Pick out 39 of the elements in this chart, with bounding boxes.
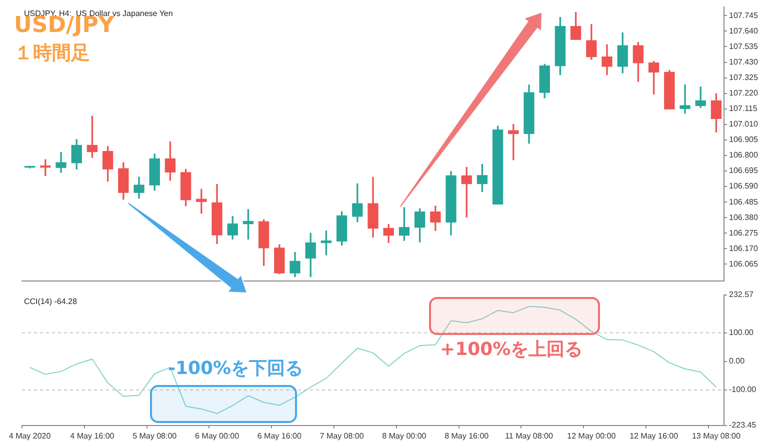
x-tick-label: 6 May 16:00: [257, 431, 302, 440]
y-tick-label: 0.00: [729, 356, 746, 366]
x-tick-label: 11 May 08:00: [505, 431, 554, 440]
chart-title: CCI(14) -64.28: [24, 297, 78, 306]
candlestick: [680, 84, 690, 114]
y-tick-label: 107.640: [729, 26, 758, 36]
y-tick-label: 107.220: [729, 88, 758, 98]
y-tick-label: 107.010: [729, 120, 758, 129]
y-tick-label: -100.00: [729, 385, 757, 394]
annotation: -100%を下回る: [168, 358, 304, 379]
y-tick-label: 107.115: [729, 104, 758, 114]
x-tick-label: 6 May 00:00: [194, 431, 240, 440]
annotation: １時間足: [14, 42, 90, 64]
x-tick-label: 4 May 2020: [8, 431, 52, 440]
y-tick-label: 106.485: [729, 197, 758, 206]
y-tick-label: 107.430: [729, 57, 758, 66]
annotation: +100%を上回る: [440, 339, 583, 360]
y-tick-label: 106.170: [729, 244, 758, 253]
y-tick-label: 106.905: [729, 135, 758, 144]
y-tick-label: 106.275: [729, 228, 758, 238]
x-tick-label: 8 May 00:00: [382, 431, 427, 440]
x-tick-label: 12 May 16:00: [630, 431, 679, 440]
x-tick-label: 7 May 08:00: [320, 431, 364, 440]
y-tick-label: 107.325: [729, 73, 758, 82]
x-tick-label: 4 May 16:00: [70, 431, 115, 440]
y-tick-label: 232.57: [729, 290, 754, 300]
y-tick-label: 106.590: [729, 182, 758, 191]
y-tick-label: 106.380: [729, 212, 758, 222]
y-tick-label: 100.00: [729, 328, 754, 337]
x-tick-label: 12 May 00:00: [567, 431, 616, 440]
y-tick-label: 106.065: [729, 259, 758, 268]
y-tick-label: 107.535: [729, 42, 758, 51]
x-tick-label: 13 May 08:00: [692, 431, 741, 440]
y-tick-label: 107.745: [729, 10, 758, 20]
y-tick-label: 106.800: [729, 150, 758, 160]
x-tick-label: 8 May 16:00: [444, 431, 490, 440]
x-tick-label: 5 May 08:00: [132, 431, 178, 440]
y-tick-label: 106.695: [729, 166, 758, 176]
y-tick-label: -223.45: [729, 420, 757, 430]
